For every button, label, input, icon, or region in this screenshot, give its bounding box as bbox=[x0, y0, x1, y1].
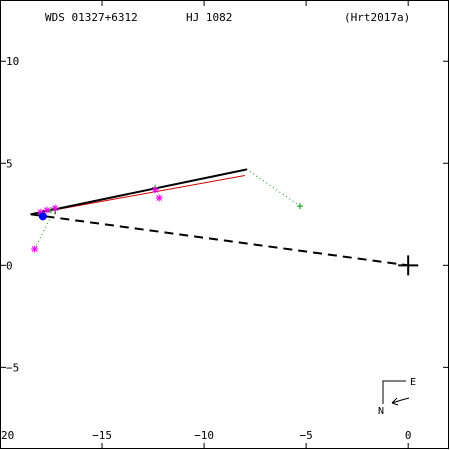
y-tick-label: 5 bbox=[6, 157, 13, 170]
x-tick-label: −10 bbox=[194, 429, 214, 442]
measurement-marks bbox=[31, 184, 419, 276]
compass: E N bbox=[378, 377, 416, 417]
orbit-lines bbox=[30, 168, 409, 267]
measurement-star bbox=[151, 186, 159, 194]
y-tick-label: 0 bbox=[6, 259, 13, 272]
speckle-point bbox=[38, 212, 47, 221]
measurement-star bbox=[43, 206, 51, 214]
x-tick-label: 20 bbox=[1, 429, 14, 442]
measurement-star bbox=[155, 194, 163, 202]
residual-line bbox=[246, 168, 301, 207]
measurement-plus bbox=[297, 203, 304, 210]
header-discoverer: HJ 1082 bbox=[186, 11, 232, 24]
orbit-segment-black bbox=[30, 168, 248, 216]
x-tick-label: 0 bbox=[405, 429, 412, 442]
header-wds-id: WDS 01327+6312 bbox=[45, 11, 138, 24]
x-tick-label: −5 bbox=[300, 429, 313, 442]
motion-arrow-icon bbox=[391, 397, 410, 406]
y-tick-label: 10 bbox=[6, 55, 19, 68]
y-tick-label: −5 bbox=[6, 361, 19, 374]
measurement-star bbox=[31, 245, 39, 253]
measurement-star bbox=[37, 208, 45, 216]
compass-east-label: E bbox=[410, 377, 416, 388]
compass-north-label: N bbox=[378, 406, 384, 417]
header-reference: (Hrt2017a) bbox=[344, 11, 410, 24]
measurement-star bbox=[51, 204, 59, 212]
line-of-nodes bbox=[30, 213, 409, 267]
primary-star-marker bbox=[398, 255, 419, 276]
x-tick-label: −15 bbox=[92, 429, 112, 442]
compass-axes bbox=[382, 380, 406, 404]
